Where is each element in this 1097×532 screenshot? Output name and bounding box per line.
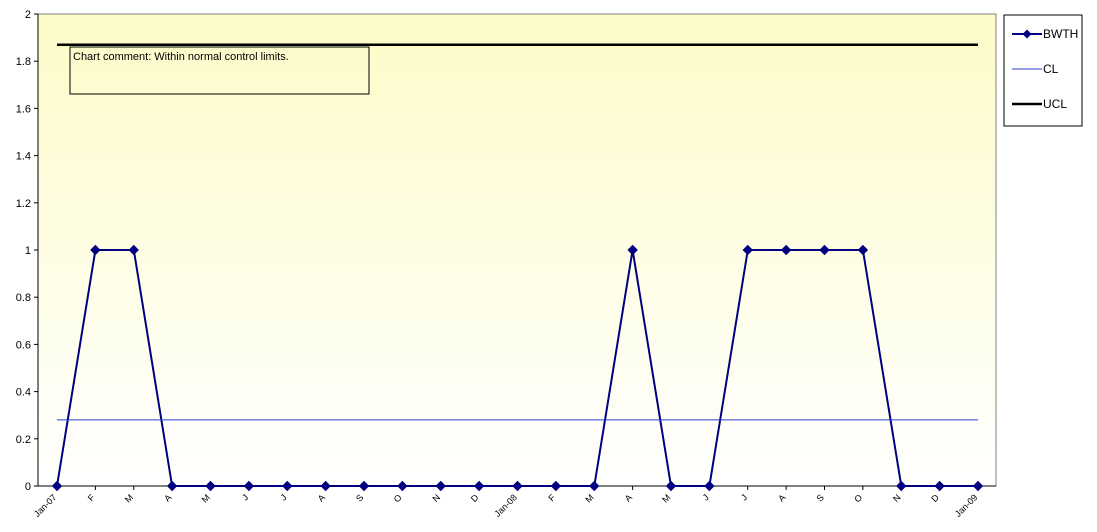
legend: BWTH CL UCL: [1003, 14, 1083, 127]
x-tick-label: Jan-07: [32, 492, 59, 519]
y-tick-label: 0: [25, 481, 31, 493]
series-lines: [51, 43, 984, 492]
data-point-bwth: [627, 244, 638, 256]
data-point-bwth: [742, 244, 753, 256]
x-tick-label: O: [392, 492, 404, 504]
x-tick-label: J: [278, 492, 288, 502]
y-tick-label: 0.4: [16, 387, 31, 399]
data-point-bwth: [282, 480, 293, 492]
data-point-bwth: [243, 480, 255, 492]
data-point-bwth: [205, 480, 216, 492]
legend-label-cl: CL: [1043, 62, 1059, 76]
x-tick-label: F: [86, 492, 97, 503]
y-tick-label: 1.8: [16, 56, 31, 68]
data-point-bwth: [128, 244, 139, 256]
x-tick-label: A: [162, 492, 173, 503]
x-tick-label: M: [123, 492, 135, 504]
y-tick-label: 2: [25, 9, 31, 21]
x-tick-label: A: [316, 492, 327, 503]
chart-comment-text: Chart comment: Within normal control lim…: [73, 51, 289, 63]
legend-label-bwth: BWTH: [1043, 27, 1078, 41]
x-tick-label: M: [200, 492, 212, 504]
data-point-bwth: [550, 480, 562, 492]
data-point-bwth: [704, 480, 715, 492]
x-tick-label: F: [546, 492, 557, 503]
data-point-bwth: [934, 480, 945, 492]
data-point-bwth: [589, 480, 600, 492]
x-tick-label: J: [739, 492, 749, 502]
x-tick-label: M: [660, 492, 672, 504]
data-point-bwth: [166, 480, 178, 492]
data-point-bwth: [972, 480, 984, 492]
y-tick-label: 0.8: [16, 292, 31, 304]
x-tick-label: S: [354, 492, 365, 503]
data-point-bwth: [435, 480, 446, 492]
x-tick-label: N: [430, 492, 442, 504]
data-point-bwth: [397, 480, 408, 492]
y-tick-label: 1.4: [16, 151, 31, 163]
data-point-bwth: [896, 480, 907, 492]
data-point-bwth: [819, 244, 830, 256]
x-tick-label: S: [815, 492, 826, 503]
x-tick-label: A: [623, 492, 634, 503]
data-point-bwth: [473, 480, 485, 492]
data-point-bwth: [320, 480, 331, 492]
y-tick-label: 0.2: [16, 434, 31, 446]
chart-comment-box: Chart comment: Within normal control lim…: [69, 46, 370, 95]
legend-label-ucl: UCL: [1043, 97, 1067, 111]
x-tick-label: D: [469, 492, 481, 504]
x-tick-label: Jan-09: [953, 492, 980, 519]
x-tick-label: J: [240, 492, 250, 502]
x-tick-label: N: [891, 492, 903, 504]
x-tick-label: Jan-08: [492, 492, 519, 519]
x-tick-label: A: [776, 492, 787, 503]
data-point-bwth: [857, 244, 869, 256]
data-point-bwth: [780, 244, 792, 256]
data-point-bwth: [512, 480, 523, 492]
y-tick-label: 1: [25, 245, 31, 257]
x-axis: Jan-07 F M A M J J A S O N D Jan-08 F M A M J J A S O N D Jan-09: [32, 485, 996, 519]
y-tick-label: 1.6: [16, 103, 31, 115]
y-axis: 0 0.2 0.4 0.6 0.8 1 1.2 1.4 1.6 1.8 2: [16, 9, 39, 493]
x-tick-label: M: [583, 492, 595, 504]
y-tick-label: 1.2: [16, 198, 31, 210]
data-point-bwth: [90, 244, 101, 256]
x-tick-label: D: [929, 492, 941, 504]
legend-marker-bwth: [1022, 29, 1032, 39]
data-point-bwth: [665, 480, 677, 492]
x-tick-label: O: [852, 492, 864, 504]
x-tick-label: J: [701, 492, 711, 502]
data-point-bwth: [358, 480, 370, 492]
data-point-bwth: [51, 480, 63, 492]
y-tick-label: 0.6: [16, 339, 31, 351]
